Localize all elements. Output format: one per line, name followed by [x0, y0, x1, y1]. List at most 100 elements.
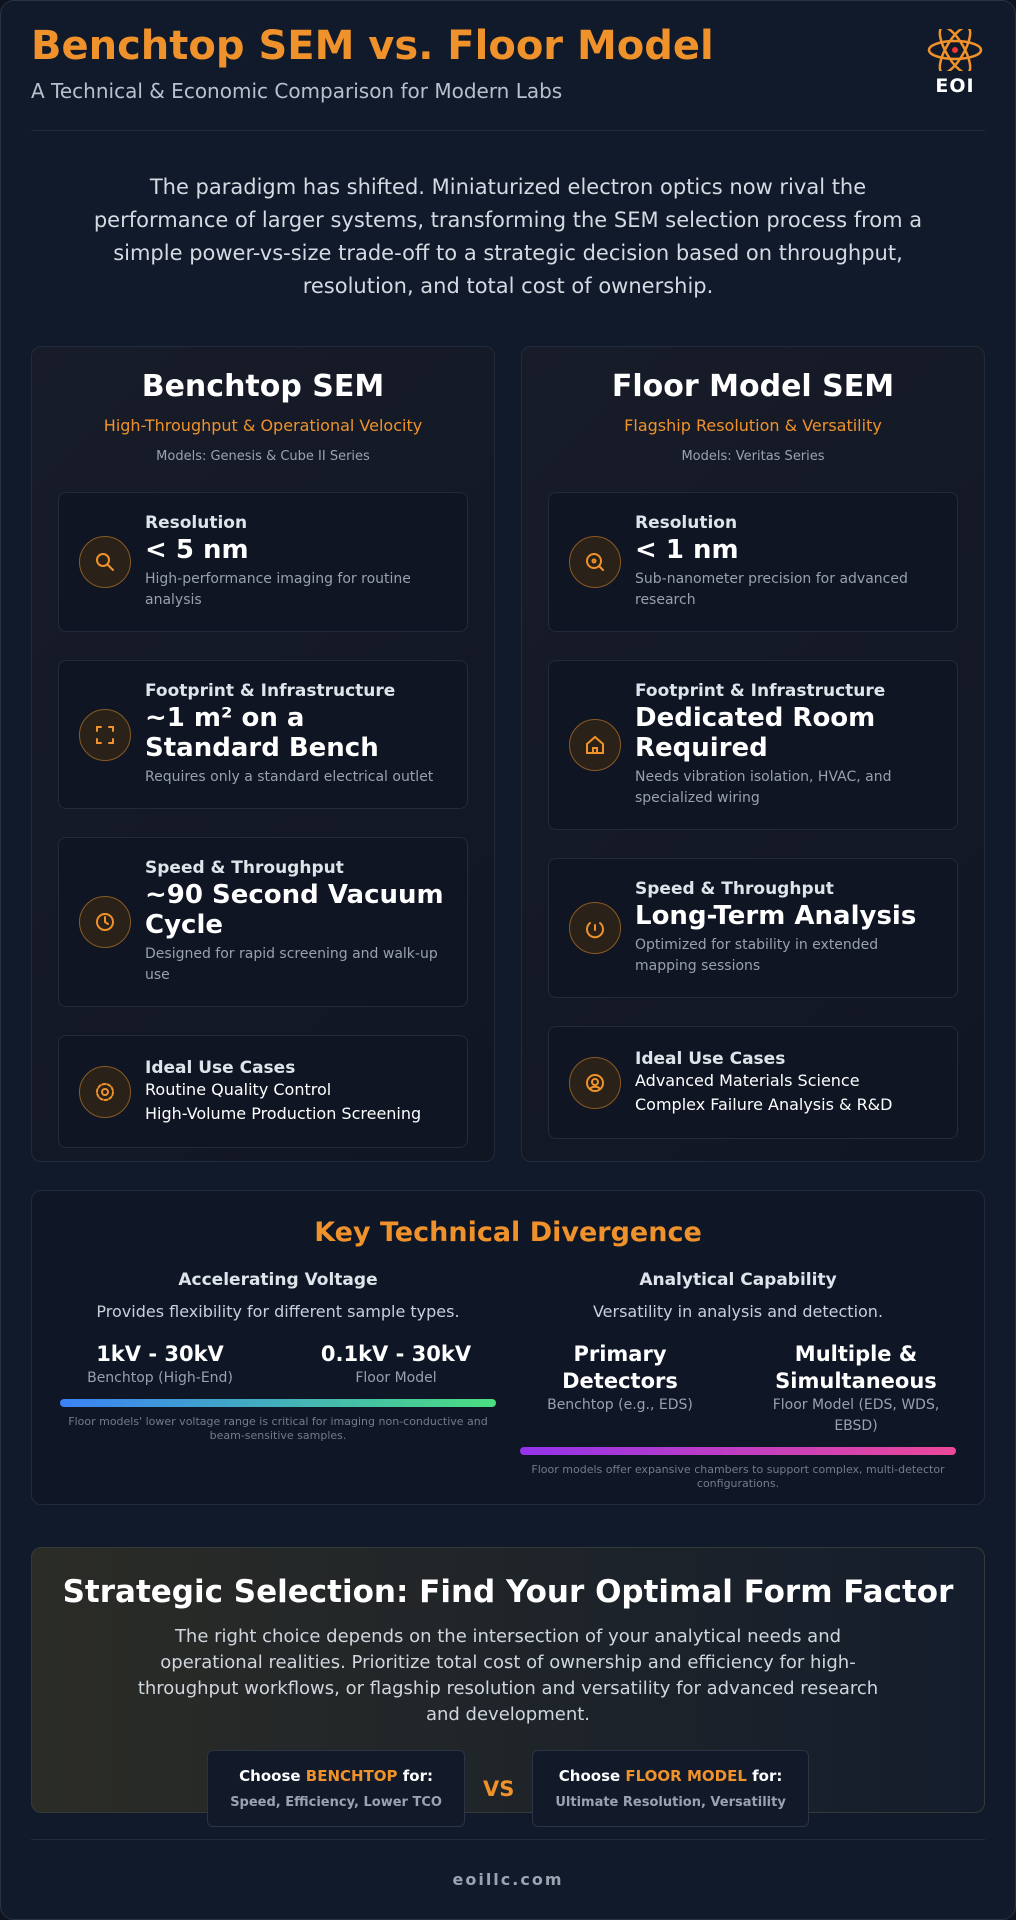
intro: The paradigm has shifted. Miniaturized e…	[93, 175, 923, 298]
icon	[569, 1056, 621, 1109]
icon	[79, 708, 131, 761]
use-case-card: Ideal Use Cases Routine Quality Control Hi…	[58, 1035, 468, 1148]
description: Versatility in analysis and detection.	[592, 1302, 884, 1321]
vs: VS	[482, 1776, 515, 1801]
label: Benchtop (High-End)	[87, 1370, 233, 1386]
logo-text: EOI	[935, 75, 975, 97]
text: Choose	[558, 1767, 626, 1785]
spec-text: Footprint & Infrastructure Dedicated Room…	[635, 681, 937, 809]
columns: Benchtop SEM High-Throughput & Operationa…	[31, 346, 985, 1162]
models: Models: Veritas Series	[681, 449, 825, 464]
spec-card: Resolution < 5 nm High-performance imaging…	[58, 492, 468, 632]
column: Floor Model SEM Flagship Resolution & Ver…	[521, 346, 985, 1162]
value: Multiple & Simultaneous	[775, 1342, 937, 1393]
spec-value: < 1 nm	[635, 535, 739, 565]
header: Benchtop SEM vs. Floor Model A Technical…	[31, 1, 985, 131]
text: The right choice depends on the intersec…	[137, 1626, 879, 1725]
value: 0.1kV - 30kV	[320, 1342, 472, 1366]
spec-card: Footprint & Infrastructure ~1 m² on a Sta…	[58, 660, 468, 809]
icon-graphic	[96, 553, 114, 571]
spec-card: Footprint & Infrastructure Dedicated Room…	[548, 660, 958, 830]
spec-label: Resolution	[145, 513, 248, 533]
spec-note: Designed for rapid screening and walk-up…	[145, 946, 438, 983]
spec-note: Requires only a standard electrical outl…	[145, 769, 434, 785]
use-case-text: Ideal Use Cases Routine Quality Control Hi…	[145, 1058, 421, 1126]
models: Models: Genesis & Cube II Series	[156, 449, 370, 464]
footer: eoillc.com	[31, 1839, 985, 1889]
detail: Speed, Efficiency, Lower TCO	[230, 1795, 442, 1810]
label: Benchtop (e.g., EDS)	[547, 1397, 693, 1413]
spec-label: Footprint & Infrastructure	[635, 681, 886, 701]
spec-text: Speed & Throughput Long-Term Analysis Opti…	[635, 879, 937, 977]
use-case-text: Ideal Use Cases Advanced Materials Scienc…	[635, 1049, 892, 1117]
icon	[79, 1065, 131, 1118]
use-case: Advanced Materials Science	[635, 1070, 860, 1090]
strategy: Strategic Selection: Find Your Optimal F…	[31, 1547, 985, 1827]
divergence: Key Technical Divergence Accelerating Vo…	[31, 1190, 985, 1505]
use-case-card: Ideal Use Cases Advanced Materials Scienc…	[548, 1026, 958, 1139]
spec-label: Speed & Throughput	[635, 879, 834, 899]
spec-note: Needs vibration isolation, HVAC, and spe…	[635, 769, 892, 806]
text: for:	[746, 1767, 783, 1785]
highlight: FLOOR MODEL	[625, 1767, 747, 1785]
icon	[569, 902, 621, 954]
choice: Choose FLOOR MODEL for: Ultimate Resoluti…	[532, 1750, 809, 1827]
icon-graphic	[586, 922, 604, 939]
gradient-bar	[60, 1399, 496, 1407]
highlight: BENCHTOP	[305, 1767, 398, 1785]
column-title: Benchtop SEM	[141, 369, 385, 404]
spec-text: Speed & Throughput ~90 Second Vacuum Cycl…	[145, 858, 447, 986]
icon	[79, 536, 131, 588]
spec-value: < 5 nm	[145, 535, 249, 565]
note: Floor models' lower voltage range is cri…	[68, 1415, 488, 1442]
icon-graphic	[586, 735, 604, 754]
icon	[569, 719, 621, 771]
section-title: Strategic Selection: Find Your Optimal F…	[62, 1574, 954, 1610]
text: Choose	[239, 1767, 306, 1785]
icon	[79, 896, 131, 948]
spec-value: Long-Term Analysis	[635, 901, 917, 931]
voltage: Accelerating Voltage Provides flexibilit…	[60, 1270, 496, 1491]
use-case: Routine Quality Control	[145, 1079, 332, 1099]
spec-value: ~1 m² on a Standard Bench	[145, 703, 379, 763]
column-subtitle: Flagship Resolution & Versatility	[624, 416, 882, 435]
description: Provides flexibility for different sampl…	[96, 1302, 460, 1321]
spec-value: Dedicated Room Required	[635, 703, 876, 763]
use-case-label: Ideal Use Cases	[145, 1057, 296, 1078]
spec-note: Optimized for stability in extended mapp…	[635, 937, 879, 974]
spec-card: Resolution < 1 nm Sub-nanometer precision …	[548, 492, 958, 632]
icon-graphic	[96, 913, 114, 931]
icon-graphic	[96, 1082, 114, 1101]
heading: Analytical Capability	[639, 1270, 837, 1290]
logo-icon	[927, 25, 983, 75]
detail: Ultimate Resolution, Versatility	[555, 1795, 786, 1810]
icon-graphic	[586, 553, 604, 571]
icon-graphic	[586, 1073, 604, 1092]
spec-label: Resolution	[635, 513, 738, 533]
note: Floor models offer expansive chambers to…	[531, 1463, 945, 1490]
value: 1kV - 30kV	[96, 1342, 224, 1366]
use-case: Complex Failure Analysis & R&D	[635, 1094, 893, 1114]
value: Primary Detectors	[562, 1342, 678, 1393]
spec-note: Sub-nanometer precision for advanced res…	[635, 571, 908, 608]
spec-card: Speed & Throughput Long-Term Analysis Opti…	[548, 858, 958, 998]
icon	[569, 536, 621, 588]
gradient-bar	[520, 1447, 956, 1455]
column-title: Floor Model SEM	[611, 369, 895, 404]
icon-graphic	[96, 725, 114, 744]
use-case-label: Ideal Use Cases	[635, 1048, 786, 1069]
subtitle: A Technical & Economic Comparison for Mo…	[31, 79, 563, 103]
heading: Accelerating Voltage	[178, 1270, 378, 1290]
use-case: High-Volume Production Screening	[145, 1103, 422, 1123]
section-title: Key Technical Divergence	[314, 1217, 702, 1248]
spec-card: Speed & Throughput ~90 Second Vacuum Cycl…	[58, 837, 468, 1007]
choice: Choose BENCHTOP for: Speed, Efficiency, L…	[207, 1750, 465, 1827]
label: Floor Model (EDS, WDS, EBSD)	[772, 1397, 940, 1434]
logo: EOI	[925, 25, 985, 97]
text: for:	[397, 1767, 433, 1785]
spec-text: Resolution < 1 nm Sub-nanometer precision …	[635, 513, 937, 611]
spec-text: Footprint & Infrastructure ~1 m² on a Sta…	[145, 681, 447, 788]
spec-label: Footprint & Infrastructure	[145, 681, 396, 701]
